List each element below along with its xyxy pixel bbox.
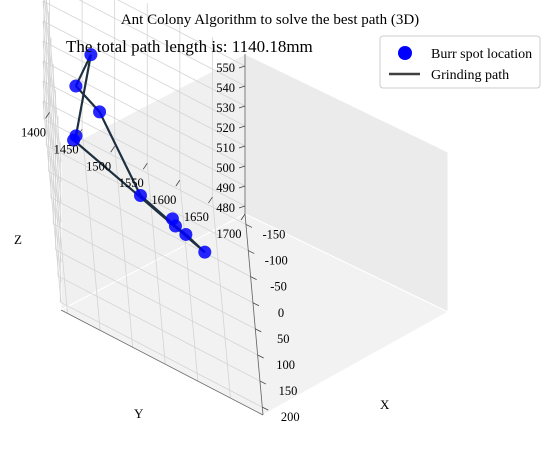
- gridline-z-leftwall: [42, 60, 246, 167]
- y-tick-label: 1650: [184, 210, 209, 224]
- x-tick-label: -50: [270, 280, 287, 294]
- burr-spot-point: [198, 245, 212, 259]
- gridline-z-leftwall: [117, 0, 246, 67]
- gridline-y-floor: [81, 129, 101, 331]
- z-axis-label: Z: [14, 232, 22, 247]
- y-tick-mark: [240, 213, 246, 221]
- x-axis-line: [60, 309, 264, 416]
- x-tick-label: 200: [281, 410, 300, 424]
- gridline-z-backwall: [42, 60, 62, 263]
- gridline-z-backwall: [46, 0, 62, 163]
- path-length-annotation: The total path length is: 1140.18mm: [66, 37, 313, 56]
- x-tick-mark: [262, 406, 269, 411]
- gridline-z-leftwall: [42, 0, 246, 107]
- x-tick-mark: [252, 302, 260, 307]
- z-tick-label: 480: [216, 201, 235, 215]
- gridline-y-floor: [212, 197, 231, 399]
- gridline-x-floor: [57, 275, 261, 382]
- z-tick-label: 550: [216, 61, 235, 75]
- z-tick-label: 520: [216, 121, 235, 135]
- z-tick-mark: [238, 185, 246, 189]
- gridline-z-backwall: [44, 0, 62, 183]
- y-tick-mark: [45, 112, 50, 119]
- x-tick-mark: [255, 328, 262, 333]
- x-tick-mark: [248, 250, 255, 254]
- x-axis-label: X: [380, 397, 390, 412]
- x-tick-label: -100: [265, 254, 288, 268]
- z-tick-label: 540: [216, 81, 235, 95]
- x-tick-mark: [257, 354, 264, 359]
- gridline-z-leftwall: [42, 20, 246, 127]
- z-tick-mark: [238, 105, 246, 109]
- gridline-x-floor: [60, 301, 263, 408]
- burr-points: [67, 48, 212, 259]
- z-tick-mark: [238, 125, 246, 129]
- x-tick-label: 0: [278, 306, 284, 320]
- legend-marker-burr: [398, 46, 412, 60]
- gridline-z-backwall: [42, 0, 62, 203]
- z-tick-mark: [238, 85, 246, 89]
- gridline-x-floor: [53, 223, 256, 330]
- y-tick-mark: [208, 196, 213, 204]
- gridline-x-floor: [50, 197, 254, 304]
- gridline-x-floor: [55, 249, 258, 356]
- chart-title: Ant Colony Algorithm to solve the best p…: [121, 12, 419, 28]
- z-tick-mark: [238, 205, 246, 209]
- x-tick-label: 50: [277, 332, 290, 346]
- y-tick-mark: [110, 146, 116, 153]
- y-tick-mark: [77, 129, 83, 136]
- y-tick-label: 1700: [217, 227, 242, 241]
- gridline-y-floor: [114, 146, 134, 348]
- gridline-z-leftwall: [78, 0, 246, 87]
- grinding-path-segment: [98, 111, 142, 196]
- z-tick-label: 530: [216, 101, 235, 115]
- burr-spot-point: [168, 219, 182, 233]
- y-tick-label: 1450: [54, 142, 79, 156]
- gridline-z-backwall: [42, 20, 62, 223]
- legend: Burr spot location Grinding path: [379, 35, 541, 89]
- z-tick-mark: [238, 165, 246, 169]
- z-tick-mark: [238, 65, 246, 69]
- x-tick-label: 100: [276, 358, 295, 372]
- gridline-z-leftwall: [42, 100, 246, 207]
- gridline-z-backwall: [42, 40, 62, 243]
- z-tick-label: 500: [216, 161, 235, 175]
- gridline-y-floor: [179, 180, 199, 382]
- x-tick-label: -150: [262, 227, 285, 241]
- grinding-path-segment: [74, 54, 92, 137]
- z-tick-mark: [238, 145, 246, 149]
- x-tick-mark: [245, 224, 253, 228]
- z-tick-label: 510: [216, 141, 235, 155]
- y-tick-mark: [142, 162, 148, 170]
- burr-spot-point: [179, 227, 193, 241]
- x-tick-label: 150: [279, 384, 298, 398]
- burr-spot-point: [84, 48, 98, 62]
- axis-ticks: -150 -100 -50 0 50 100 150 200 1400 1450 1500 1550 1…: [21, 61, 300, 424]
- gridline-y-floor: [146, 163, 166, 365]
- burr-spot-point: [133, 188, 147, 202]
- y-tick-label: 1550: [119, 176, 144, 190]
- burr-spot-point: [69, 129, 83, 143]
- y-tick-label: 1600: [151, 193, 176, 207]
- gridline-z-backwall: [42, 100, 62, 303]
- x-tick-mark: [250, 276, 257, 281]
- burr-spot-point: [69, 79, 83, 93]
- gridline-x-floor: [48, 171, 251, 278]
- legend-label-burr: Burr spot location: [431, 47, 532, 62]
- y-tick-mark: [175, 179, 181, 187]
- y-axis-label: Y: [134, 406, 144, 421]
- y-tick-label: 1400: [21, 125, 46, 139]
- y-tick-label: 1500: [86, 159, 111, 173]
- gridline-z-leftwall: [42, 80, 246, 187]
- gridline-z-backwall: [42, 80, 62, 283]
- gridline-z-leftwall: [42, 40, 246, 147]
- burr-spot-point: [93, 105, 107, 119]
- z-tick-label: 490: [216, 181, 235, 195]
- gridline-x-floor: [46, 145, 249, 251]
- legend-label-path: Grinding path: [431, 68, 509, 83]
- x-tick-mark: [259, 380, 267, 385]
